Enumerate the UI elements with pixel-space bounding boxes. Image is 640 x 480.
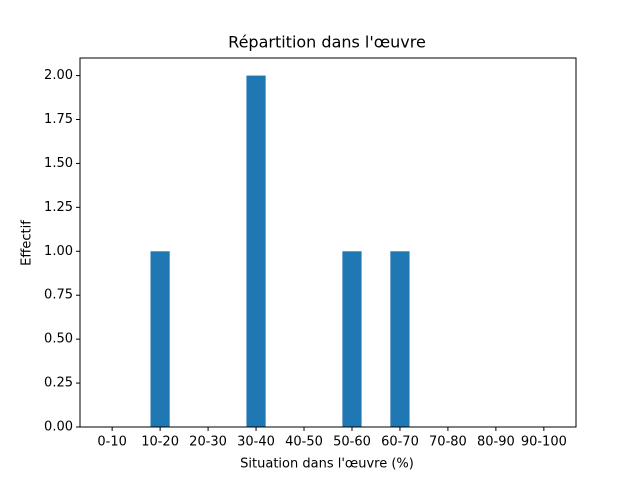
plot-frame (79, 57, 577, 428)
x-tick-label: 30-40 (237, 435, 275, 450)
y-tick-label: 1.75 (44, 112, 73, 127)
y-axis-label: Effectif (20, 220, 35, 266)
y-tick-label: 0.50 (44, 332, 73, 347)
x-tick-label: 60-70 (381, 435, 419, 450)
x-tick-label: 70-80 (429, 435, 467, 450)
x-tick-label: 90-100 (521, 435, 567, 450)
y-tick-label: 1.00 (44, 244, 73, 259)
x-tick-label: 40-50 (285, 435, 323, 450)
x-tick-label: 10-20 (141, 435, 179, 450)
x-tick-label: 0-10 (97, 435, 127, 450)
y-tick-label: 1.50 (44, 156, 73, 171)
y-tick-label: 1.25 (44, 200, 73, 215)
bar (342, 251, 362, 427)
x-axis-label: Situation dans l'œuvre (%) (240, 457, 414, 472)
x-tick-label: 80-90 (477, 435, 515, 450)
y-tick-label: 0.75 (44, 288, 73, 303)
bar (246, 75, 266, 428)
x-tick-label: 20-30 (189, 435, 227, 450)
y-tick-label: 0.25 (44, 376, 73, 391)
y-tick-label: 2.00 (44, 68, 73, 83)
x-tick-label: 50-60 (333, 435, 371, 450)
bar (150, 251, 170, 427)
y-tick-label: 0.00 (44, 420, 73, 435)
chart-title: Répartition dans l'œuvre (228, 33, 426, 52)
bar (390, 251, 410, 427)
